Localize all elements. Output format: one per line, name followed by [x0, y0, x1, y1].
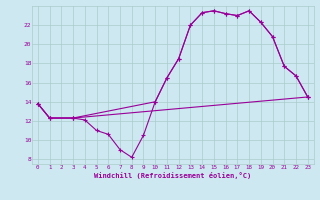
X-axis label: Windchill (Refroidissement éolien,°C): Windchill (Refroidissement éolien,°C): [94, 172, 252, 179]
